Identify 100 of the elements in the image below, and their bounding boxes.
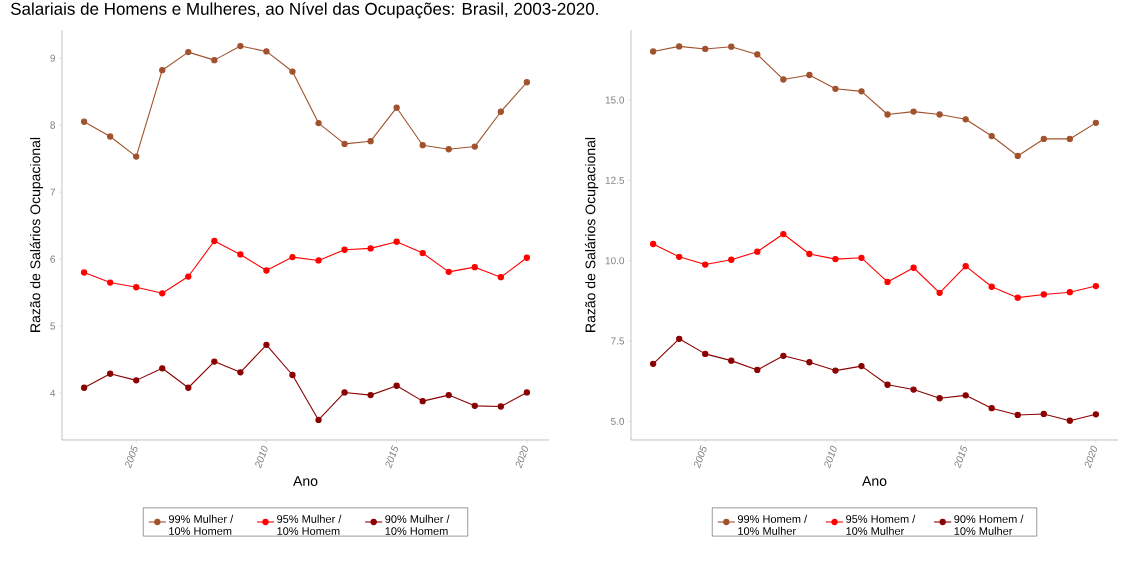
y-tick-label: 15.0 xyxy=(605,96,625,104)
point xyxy=(185,48,192,56)
point xyxy=(858,362,865,370)
point xyxy=(702,45,709,53)
point xyxy=(341,246,348,253)
point xyxy=(754,248,761,255)
y-tick-label: 5 xyxy=(50,322,56,330)
point xyxy=(497,403,504,410)
x-tick-label: 2010 xyxy=(824,445,837,469)
point xyxy=(832,85,839,92)
y-tick-label: 4 xyxy=(50,389,56,397)
point xyxy=(1066,289,1073,296)
y-tick-label: 7 xyxy=(50,188,55,196)
point xyxy=(523,254,531,261)
y-tick-label: 9 xyxy=(50,54,56,62)
point xyxy=(910,386,917,393)
point xyxy=(315,119,322,127)
point xyxy=(728,256,735,263)
legend-label: 95% Homem / 10% Mulher xyxy=(846,514,916,535)
point xyxy=(936,395,943,402)
point xyxy=(523,79,531,86)
y-tick-label: 5.0 xyxy=(610,417,625,425)
x-tick-label: 2010 xyxy=(255,445,268,469)
x-tick-label: 2015 xyxy=(954,445,967,469)
y-tick-label: 6 xyxy=(50,255,56,263)
point xyxy=(962,263,969,270)
x-axis-title: Ano xyxy=(293,476,318,487)
point xyxy=(419,142,426,149)
point xyxy=(649,240,657,248)
point xyxy=(728,43,735,50)
point xyxy=(858,88,865,95)
y-axis-title: Razão de Salários Ocupacional xyxy=(584,137,599,332)
point xyxy=(107,133,114,140)
point xyxy=(806,359,813,366)
point xyxy=(185,273,192,280)
point xyxy=(1092,282,1100,290)
point xyxy=(185,384,192,391)
point xyxy=(80,384,88,391)
point xyxy=(419,397,426,405)
point xyxy=(1014,411,1021,419)
y-tick-label: 8 xyxy=(50,121,56,129)
point xyxy=(1040,135,1047,143)
x-tick-label: 2005 xyxy=(125,445,138,469)
point xyxy=(806,250,813,258)
point xyxy=(884,111,891,118)
point xyxy=(107,279,114,286)
point xyxy=(367,138,374,145)
point xyxy=(471,264,478,271)
point xyxy=(211,358,218,365)
point xyxy=(237,251,244,258)
point xyxy=(445,146,452,153)
legend-label: 99% Mulher / 10% Homem xyxy=(168,514,234,535)
point xyxy=(263,48,270,55)
point xyxy=(133,153,140,160)
x-tick-label: 2020 xyxy=(1084,445,1098,469)
point xyxy=(754,366,761,374)
point xyxy=(133,284,140,291)
point xyxy=(702,350,709,358)
point xyxy=(315,257,322,264)
point xyxy=(988,283,995,290)
point xyxy=(289,253,296,261)
point xyxy=(858,254,865,261)
x-axis-title: Ano xyxy=(862,476,887,487)
point xyxy=(1040,410,1047,418)
legend-label: 90% Homem / 10% Mulher xyxy=(954,514,1024,535)
point xyxy=(263,341,270,349)
legend-label: 90% Mulher / 10% Homem xyxy=(385,514,450,535)
point xyxy=(910,108,917,115)
point xyxy=(237,42,244,50)
point xyxy=(263,267,270,274)
point xyxy=(497,108,504,115)
point xyxy=(80,118,88,125)
point xyxy=(1014,152,1021,160)
point xyxy=(211,56,218,64)
point xyxy=(884,278,891,286)
point xyxy=(728,357,735,364)
chart-title: Salariais de Homens e Mulheres, ao Nível das Ocupações: Brasil, 2003-2020. xyxy=(10,2,598,19)
point xyxy=(419,249,426,257)
x-tick-label: 2015 xyxy=(385,445,398,469)
x-tick-label: 2005 xyxy=(694,445,707,469)
y-tick-label: 10.0 xyxy=(605,257,625,265)
point xyxy=(237,369,244,376)
point xyxy=(445,268,452,275)
point xyxy=(780,352,787,359)
point xyxy=(133,377,140,384)
point xyxy=(962,116,969,123)
point xyxy=(471,143,478,150)
point xyxy=(936,111,943,118)
point xyxy=(988,405,995,412)
point xyxy=(676,43,683,50)
point xyxy=(393,238,400,245)
point xyxy=(649,48,657,55)
point xyxy=(523,389,531,396)
point xyxy=(910,264,917,271)
point xyxy=(884,381,891,388)
point xyxy=(159,290,166,297)
legend-label: 99% Homem / 10% Mulher xyxy=(737,514,808,535)
point xyxy=(780,230,787,238)
point xyxy=(211,237,218,245)
y-axis-title: Razão de Salários Ocupacional xyxy=(29,137,44,332)
